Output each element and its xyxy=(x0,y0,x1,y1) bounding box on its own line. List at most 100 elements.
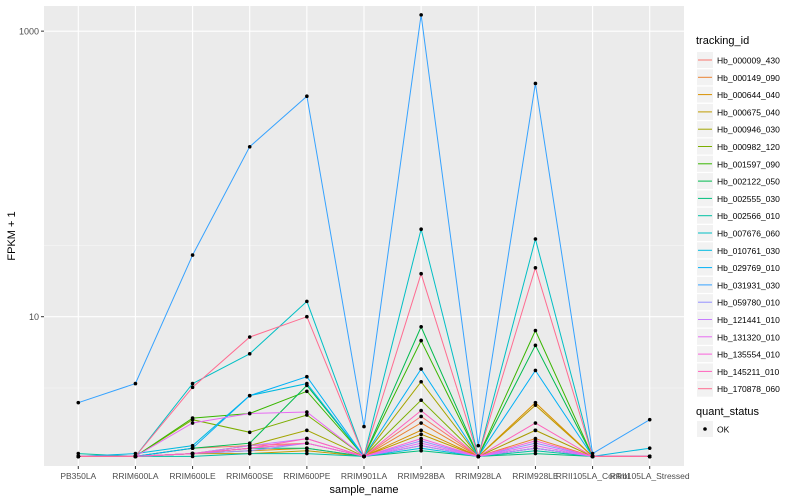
data-point xyxy=(133,381,138,386)
legend-label: Hb_059780_010 xyxy=(717,298,780,308)
data-point xyxy=(305,449,309,453)
data-point xyxy=(533,237,538,241)
data-point xyxy=(247,351,252,356)
legend-tracking-id-title: tracking_id xyxy=(696,35,749,47)
data-point xyxy=(419,227,423,232)
data-point xyxy=(419,367,423,371)
data-point xyxy=(247,335,252,339)
data-point xyxy=(190,253,195,257)
data-point xyxy=(647,454,652,459)
data-point xyxy=(305,446,309,450)
data-point xyxy=(533,439,538,443)
data-point xyxy=(305,299,309,304)
data-point xyxy=(533,368,538,373)
data-point xyxy=(419,414,423,419)
data-point xyxy=(305,94,309,99)
data-point xyxy=(647,446,652,450)
x-tick-label: RRIM600SE xyxy=(226,471,274,481)
x-tick-label: RRIM901LA xyxy=(341,471,388,481)
data-point xyxy=(533,443,538,448)
data-point xyxy=(190,381,195,386)
y-axis-title: FPKM + 1 xyxy=(6,211,18,260)
legend-label: Hb_145211_010 xyxy=(717,367,780,377)
legend-quant-status-title: quant_status xyxy=(696,406,759,418)
data-point xyxy=(419,398,423,403)
data-point xyxy=(305,451,309,456)
legend-label: Hb_001597_090 xyxy=(717,159,780,169)
data-point xyxy=(533,81,538,86)
data-point xyxy=(476,443,481,448)
data-point xyxy=(190,385,195,390)
data-point xyxy=(76,451,81,456)
data-point xyxy=(247,446,252,450)
data-point xyxy=(190,451,195,456)
data-point xyxy=(247,411,252,416)
legend-label: Hb_121441_010 xyxy=(717,315,780,325)
data-point xyxy=(419,436,423,441)
x-axis: PB350LA RRIM600LA RRIM600LE RRIM600SE RRIM60… xyxy=(60,466,690,481)
legend-label: Hb_029769_010 xyxy=(717,263,780,273)
data-point xyxy=(533,446,538,450)
legend-label: Hb_135554_010 xyxy=(717,350,780,360)
data-point xyxy=(305,436,309,441)
data-point xyxy=(419,408,423,413)
data-point xyxy=(190,421,195,425)
legend-tracking-id: tracking_id Hb_000009_430 Hb_000149_090 Hb… xyxy=(696,35,780,397)
data-point xyxy=(533,451,538,456)
legend-label: Hb_000946_030 xyxy=(717,125,780,135)
legend-label: OK xyxy=(717,425,730,435)
legend-label: Hb_170878_060 xyxy=(717,384,780,394)
legend-label: Hb_002555_030 xyxy=(717,194,780,204)
data-point xyxy=(533,403,538,407)
data-point xyxy=(419,446,423,450)
data-point xyxy=(419,271,423,276)
x-tick-label: RRIM928LE xyxy=(512,471,559,481)
legend-label: Hb_002566_010 xyxy=(717,211,780,221)
x-tick-label: PB350LA xyxy=(60,471,96,481)
data-point xyxy=(247,451,252,456)
data-point xyxy=(133,454,138,459)
legend-label: Hb_000644_040 xyxy=(717,90,780,100)
legend-key-point xyxy=(703,427,707,431)
data-point xyxy=(590,451,595,456)
data-point xyxy=(305,374,309,379)
legend-label: Hb_002122_050 xyxy=(717,177,780,187)
x-tick-label: RRIM600LA xyxy=(112,471,159,481)
data-point xyxy=(419,441,423,445)
data-point xyxy=(533,266,538,270)
data-point xyxy=(419,13,423,17)
data-point xyxy=(247,449,252,453)
data-point xyxy=(247,144,252,149)
data-point xyxy=(476,454,481,459)
data-point xyxy=(305,389,309,394)
data-point xyxy=(247,430,252,435)
data-point xyxy=(305,381,309,386)
data-point xyxy=(305,413,309,417)
x-tick-label: RRIM600LE xyxy=(169,471,216,481)
legend-label: Hb_000149_090 xyxy=(717,73,780,83)
legend-label: Hb_131320_010 xyxy=(717,332,780,342)
data-point xyxy=(362,454,366,459)
data-point xyxy=(533,343,538,348)
data-point xyxy=(419,449,423,453)
data-point xyxy=(133,451,138,456)
data-point xyxy=(362,424,366,429)
legend-quant-status: quant_status OK xyxy=(696,406,759,437)
legend-label: Hb_000982_120 xyxy=(717,142,780,152)
data-point xyxy=(247,443,252,448)
x-tick-label: RRIM600PE xyxy=(283,471,331,481)
legend-label: Hb_000675_040 xyxy=(717,107,780,117)
data-point xyxy=(247,393,252,398)
x-axis-title: sample_name xyxy=(329,484,398,496)
legend-label: Hb_000009_430 xyxy=(717,56,780,66)
x-tick-label: RRIM928BA xyxy=(398,471,446,481)
data-point xyxy=(419,428,423,433)
data-point xyxy=(533,428,538,433)
y-tick-label: 10 xyxy=(29,312,39,322)
data-point xyxy=(190,443,195,448)
x-tick-label: RRII105LA_Control xyxy=(556,471,630,481)
legend-label: Hb_007676_060 xyxy=(717,229,780,239)
data-point xyxy=(419,338,423,343)
data-point xyxy=(590,454,595,459)
data-point xyxy=(76,454,81,459)
